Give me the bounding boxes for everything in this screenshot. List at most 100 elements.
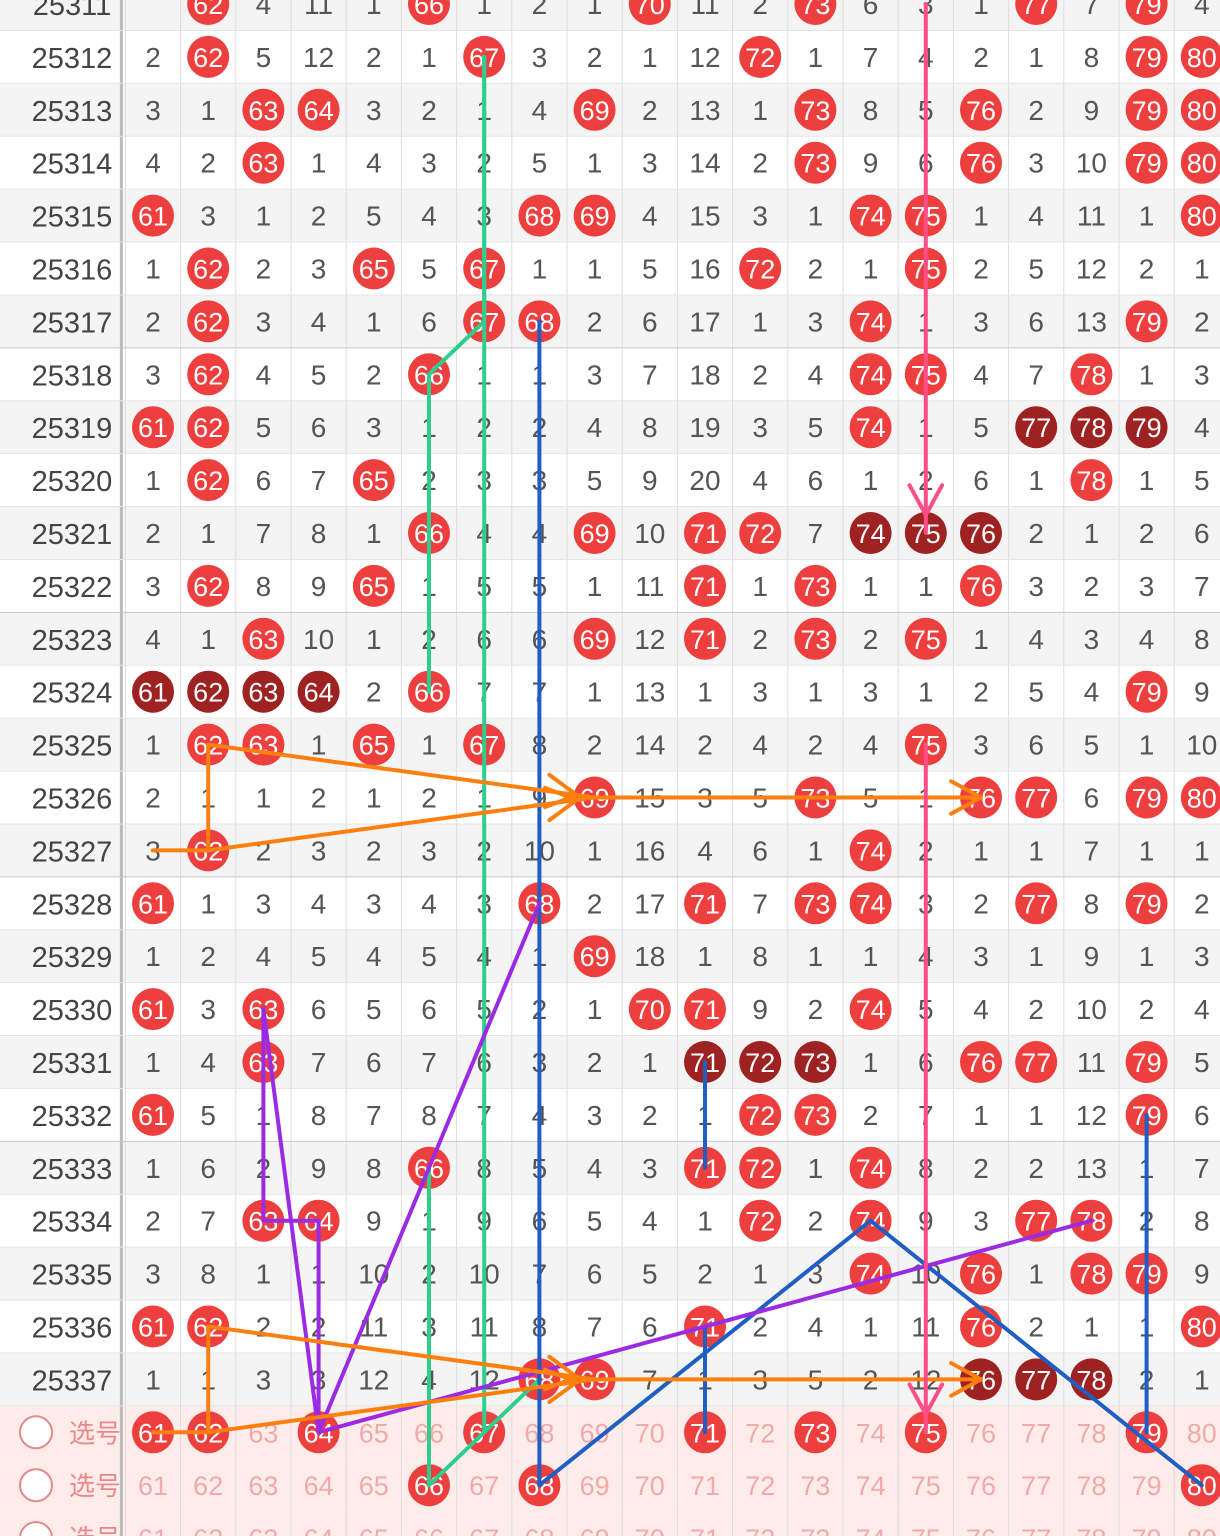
omission-count: 6 <box>1194 1100 1210 1131</box>
select-number[interactable]: 65 <box>359 1524 389 1536</box>
select-number[interactable]: 74 <box>856 1418 886 1448</box>
select-number[interactable]: 61 <box>138 1471 168 1501</box>
omission-count: 1 <box>752 571 768 602</box>
select-number[interactable]: 77 <box>1021 1471 1051 1501</box>
omission-count: 1 <box>145 1364 161 1395</box>
omission-count: 8 <box>863 95 879 126</box>
select-number[interactable]: 67 <box>469 1524 499 1536</box>
select-number[interactable]: 69 <box>580 1524 610 1536</box>
ball-number: 68 <box>524 202 554 232</box>
ball-number: 78 <box>1076 360 1106 390</box>
select-number[interactable]: 67 <box>469 1471 499 1501</box>
omission-count: 2 <box>145 1206 161 1237</box>
omission-count: 1 <box>311 148 327 179</box>
number-ball <box>352 459 395 502</box>
omission-count: 3 <box>311 835 327 866</box>
omission-count: 2 <box>642 1100 658 1131</box>
omission-count: 10 <box>303 624 334 655</box>
select-number[interactable]: 68 <box>524 1524 554 1536</box>
select-number[interactable]: 73 <box>800 1524 830 1536</box>
select-label[interactable]: 选号 <box>69 1471 121 1501</box>
number-ball <box>573 935 616 978</box>
omission-count: 3 <box>752 201 768 232</box>
omission-count: 5 <box>256 412 272 443</box>
number-ball <box>794 1041 837 1083</box>
omission-count: 2 <box>587 730 603 761</box>
select-number[interactable]: 78 <box>1076 1471 1106 1501</box>
select-label[interactable]: 选号 <box>69 1418 121 1448</box>
select-label[interactable]: 选号 <box>69 1524 121 1536</box>
omission-count: 11 <box>1077 201 1106 232</box>
omission-count: 2 <box>642 95 658 126</box>
number-ball <box>1125 882 1168 925</box>
select-number[interactable]: 72 <box>745 1418 775 1448</box>
select-number[interactable]: 78 <box>1076 1418 1106 1448</box>
select-number[interactable]: 70 <box>635 1471 665 1501</box>
select-number[interactable]: 70 <box>635 1524 665 1536</box>
select-number[interactable]: 80 <box>1187 1524 1217 1536</box>
number-ball <box>794 88 837 131</box>
omission-count: 1 <box>808 1153 824 1184</box>
omission-count: 1 <box>145 465 161 496</box>
omission-count: 1 <box>587 677 603 708</box>
select-number[interactable]: 72 <box>745 1471 775 1501</box>
number-ball <box>352 564 395 607</box>
select-number[interactable]: 70 <box>635 1418 665 1448</box>
number-ball <box>849 194 892 237</box>
omission-count: 1 <box>1139 941 1155 972</box>
select-ball[interactable] <box>794 1411 837 1454</box>
select-number[interactable]: 75 <box>911 1471 941 1501</box>
select-number[interactable]: 79 <box>1132 1471 1162 1501</box>
select-number[interactable]: 65 <box>359 1418 389 1448</box>
select-number[interactable]: 78 <box>1076 1524 1106 1536</box>
select-number[interactable]: 77 <box>1021 1524 1051 1536</box>
omission-count: 7 <box>808 518 824 549</box>
select-number[interactable]: 64 <box>304 1471 334 1501</box>
select-radio[interactable] <box>19 1468 53 1503</box>
number-ball <box>242 88 285 131</box>
select-number[interactable]: 63 <box>248 1471 278 1501</box>
period-label: 25326 <box>32 784 113 816</box>
number-ball <box>187 670 230 713</box>
select-number[interactable]: 74 <box>856 1524 886 1536</box>
number-ball <box>739 247 782 290</box>
select-number[interactable]: 62 <box>193 1471 223 1501</box>
select-number[interactable]: 73 <box>800 1471 830 1501</box>
select-row[interactable]: 选号 61 62 63 64 65 66 67 68 69 70 71 72 73 74 75 76 77 78 79… <box>19 1521 1217 1536</box>
omission-count: 6 <box>808 465 824 496</box>
ball-number: 64 <box>304 678 334 708</box>
omission-count: 1 <box>145 730 161 761</box>
omission-count: 2 <box>587 1047 603 1078</box>
select-number[interactable]: 63 <box>248 1524 278 1536</box>
number-ball <box>242 617 285 660</box>
select-number[interactable]: 64 <box>304 1524 334 1536</box>
select-number[interactable]: 76 <box>966 1471 996 1501</box>
ball-number: 77 <box>1021 413 1051 443</box>
select-number[interactable]: 65 <box>359 1471 389 1501</box>
select-ball-number: 73 <box>800 1418 830 1448</box>
period-label: 25335 <box>32 1260 113 1292</box>
select-number[interactable]: 76 <box>966 1418 996 1448</box>
period-label: 25318 <box>32 360 113 392</box>
select-number[interactable]: 62 <box>193 1524 223 1536</box>
select-number[interactable]: 75 <box>911 1524 941 1536</box>
select-number[interactable]: 71 <box>690 1471 720 1501</box>
select-number[interactable]: 61 <box>138 1524 168 1536</box>
omission-count: 1 <box>918 571 934 602</box>
select-number[interactable]: 80 <box>1187 1418 1217 1448</box>
select-number[interactable]: 79 <box>1132 1524 1162 1536</box>
select-radio[interactable] <box>19 1521 53 1536</box>
ball-number: 62 <box>193 43 223 73</box>
number-ball <box>684 882 726 925</box>
select-number[interactable]: 72 <box>745 1524 775 1536</box>
select-number[interactable]: 66 <box>414 1524 444 1536</box>
select-number[interactable]: 77 <box>1021 1418 1051 1448</box>
select-radio[interactable] <box>19 1415 53 1450</box>
select-number[interactable]: 74 <box>856 1471 886 1501</box>
omission-count: 5 <box>421 941 437 972</box>
select-number[interactable]: 71 <box>690 1524 720 1536</box>
select-number[interactable]: 76 <box>966 1524 996 1536</box>
omission-count: 2 <box>697 1259 713 1290</box>
select-number[interactable]: 69 <box>580 1471 610 1501</box>
